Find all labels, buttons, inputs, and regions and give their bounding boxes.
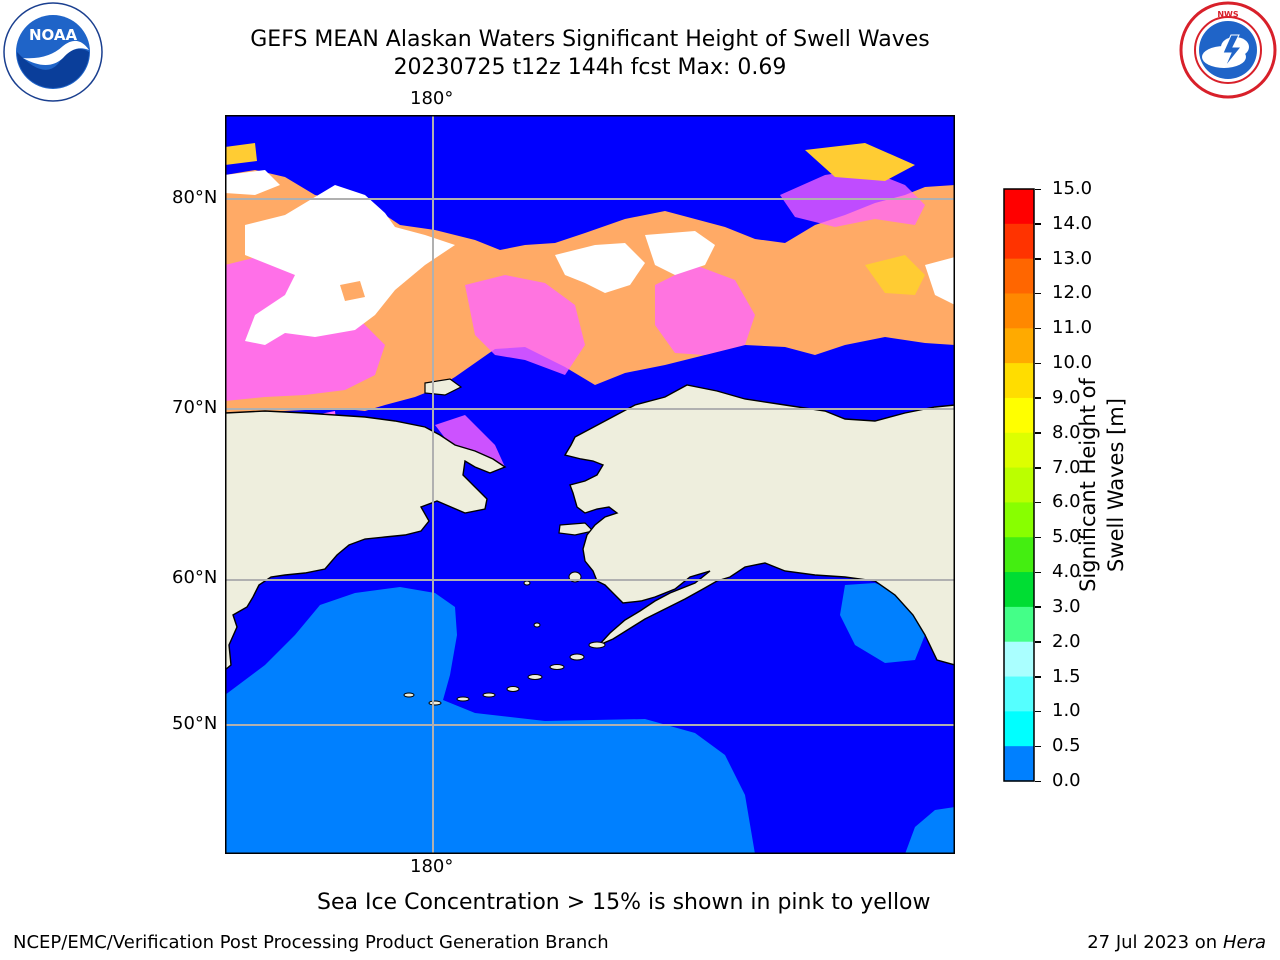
colorbar-tick-label: 4.0 [1052,561,1081,583]
colorbar-segment [1004,746,1034,782]
colorbar-tick-mark [1035,676,1041,678]
colorbar-tick-label: 0.5 [1052,735,1081,757]
colorbar-tick-label: 1.5 [1052,665,1081,687]
colorbar-tick-mark [1035,641,1041,643]
colorbar-tick-label: 2.0 [1052,630,1081,652]
colorbar-segment [1004,641,1034,678]
colorbar-tick-mark [1035,780,1041,782]
colorbar-tick-label: 3.0 [1052,595,1081,617]
land-siberia [225,410,507,671]
lon-label-bottom: 180° [410,856,454,877]
lat-label-80: 80°N [172,187,218,208]
colorbar-tick-mark [1035,188,1041,190]
colorbar-segment [1004,223,1034,260]
lat-label-50: 50°N [172,713,218,734]
colorbar-segment [1004,397,1034,434]
colorbar-tick-label: 11.0 [1052,317,1093,339]
map-title-line1: GEFS MEAN Alaskan Waters Significant Hei… [250,27,930,52]
colorbar-tick-label: 9.0 [1052,386,1081,408]
colorbar-tick-mark [1035,536,1041,539]
colorbar-tick-label: 7.0 [1052,456,1081,478]
colorbar-segment [1004,606,1034,643]
colorbar-segment [1004,328,1034,364]
footer-date: 27 Jul 2023 on [1087,932,1223,953]
colorbar-label-text: Significant Height of Swell Waves [m] [1076,378,1128,592]
colorbar-tick-label: 10.0 [1052,352,1093,374]
colorbar-tick-mark [1035,467,1041,469]
sea-ice-note: Sea Ice Concentration > 15% is shown in … [317,890,931,915]
colorbar-tick-label: 8.0 [1052,421,1081,443]
colorbar-tick-mark [1035,258,1041,260]
aleutian-islands [403,641,606,706]
colorbar-segment [1004,189,1034,225]
colorbar-tick-label: 6.0 [1052,491,1081,513]
colorbar-tick-mark [1035,397,1041,399]
sea-ice-region [225,143,955,467]
colorbar-tick-label: 0.0 [1052,770,1081,791]
colorbar-tick-mark [1035,710,1041,713]
colorbar-tick-mark [1035,362,1041,365]
colorbar-segment [1004,537,1034,573]
colorbar-tick-mark [1035,223,1041,225]
colorbar-tick-label: 12.0 [1052,282,1093,304]
colorbar-segment [1004,363,1034,399]
lat-label-60: 60°N [172,567,218,588]
colorbar-tick-mark [1035,745,1041,748]
colorbar-tick-mark [1035,432,1041,434]
footer-right: 27 Jul 2023 on Hera [1087,932,1266,953]
nws-logo: NWS [1179,1,1277,99]
colorbar-tick-label: 13.0 [1052,247,1093,269]
colorbar [1003,188,1035,782]
colorbar-tick-mark [1035,501,1041,504]
colorbar-tick-mark [1035,327,1041,330]
colorbar-tick-mark [1035,606,1041,608]
colorbar-segment [1004,572,1034,608]
noaa-logo-text: NOAA [29,26,78,44]
noaa-logo: NOAA [3,2,103,102]
svg-text:NWS: NWS [1217,10,1239,19]
colorbar-tick-mark [1035,292,1041,295]
colorbar-tick-label: 1.0 [1052,700,1081,722]
colorbar-tick-label: 14.0 [1052,212,1093,234]
colorbar-segment [1004,676,1034,712]
colorbar-segment [1004,467,1034,504]
graticule [225,115,955,854]
map-title-line2: 20230725 t12z 144h fcst Max: 0.69 [393,55,787,80]
colorbar-segment [1004,711,1034,747]
lon-label-top: 180° [410,88,454,109]
footer-host: Hera [1222,932,1266,953]
colorbar-segment [1004,258,1034,295]
colorbar-tick-mark [1035,571,1041,574]
colorbar-segment [1004,293,1034,329]
land-st-lawrence [558,522,595,536]
colorbar-segment [1004,432,1034,469]
lat-label-70: 70°N [172,397,218,418]
colorbar-segment [1004,502,1034,538]
swell-height-map [225,115,955,854]
colorbar-tick-label: 5.0 [1052,526,1081,548]
footer-left: NCEP/EMC/Verification Post Processing Pr… [13,932,609,953]
colorbar-label: Significant Height of Swell Waves [m] [1072,330,1132,640]
colorbar-tick-label: 15.0 [1052,178,1093,199]
